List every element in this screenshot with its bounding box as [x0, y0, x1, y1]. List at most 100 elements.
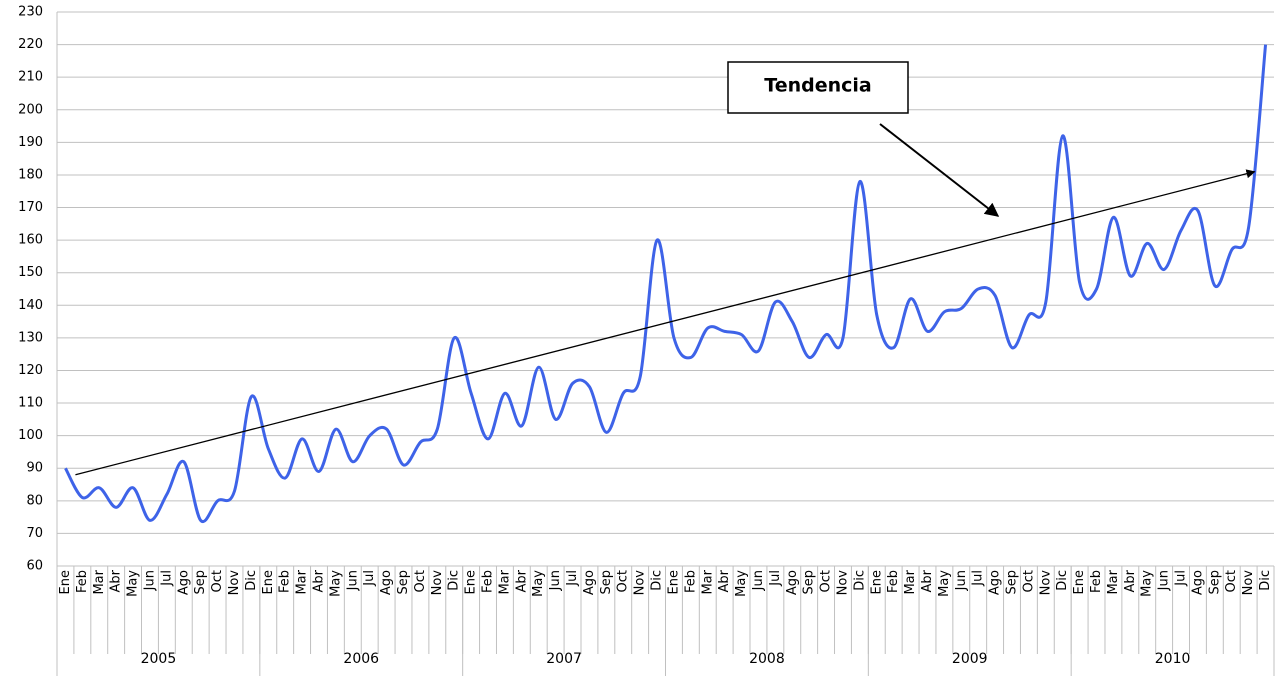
x-tick-label: Dic	[447, 570, 462, 591]
y-tick-label: 230	[18, 5, 43, 20]
x-tick-label: Jun	[954, 570, 969, 591]
x-tick-label: Sep	[1207, 570, 1222, 595]
x-tick-label: Jul	[971, 570, 986, 587]
x-tick-label: Ago	[785, 570, 800, 595]
x-tick-label: May	[531, 570, 546, 597]
x-tick-label: Oct	[616, 570, 631, 592]
x-tick-label: Ene	[464, 570, 479, 594]
x-tick-label: Nov	[835, 570, 850, 596]
x-tick-label: Jun	[142, 570, 157, 591]
x-tick-label: Nov	[430, 570, 445, 596]
x-tick-label: Mar	[1106, 569, 1121, 594]
x-tick-label: Jun	[1157, 570, 1172, 591]
x-tick-label: Jul	[159, 570, 174, 587]
y-tick-label: 170	[18, 200, 43, 215]
year-label: 2010	[1155, 651, 1191, 667]
x-tick-label: Abr	[109, 569, 124, 592]
y-tick-label: 160	[18, 233, 43, 248]
x-tick-label: Jun	[345, 570, 360, 591]
x-tick-label: Mar	[92, 569, 107, 594]
x-tick-label: Ago	[379, 570, 394, 595]
y-tick-label: 100	[18, 428, 43, 443]
x-tick-label: Abr	[920, 569, 935, 592]
y-tick-label: 140	[18, 298, 43, 313]
y-tick-label: 220	[18, 37, 43, 52]
x-tick-label: May	[937, 570, 952, 597]
x-tick-label: Ene	[666, 570, 681, 594]
year-label: 2007	[546, 651, 582, 667]
year-label: 2006	[343, 651, 379, 667]
y-tick-label: 110	[18, 396, 43, 411]
y-tick-label: 80	[26, 493, 43, 508]
x-tick-label: Dic	[852, 570, 867, 591]
annotation: Tendencia	[764, 75, 871, 97]
x-tick-label: Mar	[295, 569, 310, 594]
x-tick-label: Ago	[176, 570, 191, 595]
x-tick-label: Dic	[650, 570, 665, 591]
x-tick-label: Ene	[869, 570, 884, 594]
x-tick-label: Ago	[988, 570, 1003, 595]
x-tick-label: Jul	[768, 570, 783, 587]
x-tick-label: Feb	[75, 570, 90, 593]
x-tick-label: Abr	[717, 569, 732, 592]
x-tick-label: Feb	[683, 570, 698, 593]
x-tick-label: Abr	[514, 569, 529, 592]
x-tick-label: Oct	[1224, 570, 1239, 592]
x-tick-label: Jul	[565, 570, 580, 587]
x-tick-label: Ene	[1072, 570, 1087, 594]
x-tick-label: May	[126, 570, 141, 597]
plot: 60 70 80 90 100 110 120 130 140 150 160 170 180 190 20…	[18, 5, 1275, 676]
x-tick-label: Jul	[362, 570, 377, 587]
x-tick-label: Ago	[582, 570, 597, 595]
x-tick-label: Nov	[633, 570, 648, 596]
y-tick-label: 90	[26, 461, 43, 476]
x-tick-label: Feb	[1089, 570, 1104, 593]
x-tick-label: Dic	[244, 570, 259, 591]
x-tick-label: May	[1140, 570, 1155, 597]
data-line	[64, 44, 1268, 524]
y-tick-label: 200	[18, 102, 43, 117]
year-label: 2008	[749, 651, 785, 667]
y-tick-label: 180	[18, 167, 43, 182]
x-tick-label: Jun	[751, 570, 766, 591]
x-tick-label: Feb	[886, 570, 901, 593]
x-tick-label: Mar	[903, 569, 918, 594]
x-tick-label: Ene	[58, 570, 73, 594]
x-tick-label: Sep	[396, 570, 411, 595]
x-tick-label: Ago	[1190, 570, 1205, 595]
y-tick-label: 120	[18, 363, 43, 378]
x-tick-label: Oct	[413, 570, 428, 592]
y-tick-label: 70	[26, 526, 43, 541]
y-tick-label: 150	[18, 265, 43, 280]
x-tick-label: Oct	[210, 570, 225, 592]
x-tick-label: May	[328, 570, 343, 597]
x-tick-label: Abr	[311, 569, 326, 592]
x-tick-label: Nov	[1241, 570, 1256, 596]
x-tick-label: Mar	[497, 569, 512, 594]
x-tick-label: Feb	[278, 570, 293, 593]
x-tick-label: Sep	[1005, 570, 1020, 595]
x-tick-label: Jul	[1174, 570, 1189, 587]
trend-line	[75, 169, 1256, 476]
annotation-arrow	[879, 123, 1000, 217]
x-tick-label: Ene	[261, 570, 276, 594]
x-tick-label: Sep	[802, 570, 817, 595]
year-label: 2005	[141, 651, 177, 667]
x-tick-label: Feb	[481, 570, 496, 593]
x-tick-label: Dic	[1055, 570, 1070, 591]
x-tick-label: Nov	[1038, 570, 1053, 596]
y-tick-label: 130	[18, 330, 43, 345]
x-tick-label: Abr	[1123, 569, 1138, 592]
x-tick-label: Dic	[1258, 570, 1273, 591]
x-tick-label: Jun	[548, 570, 563, 591]
x-tick-label: Oct	[819, 570, 834, 592]
y-tick-label: 190	[18, 135, 43, 150]
year-label: 2009	[952, 651, 988, 667]
x-tick-label: May	[734, 570, 749, 597]
x-tick-label: Sep	[599, 570, 614, 595]
x-tick-label: Sep	[193, 570, 208, 595]
annotation-box	[727, 61, 909, 114]
x-tick-label: Mar	[700, 569, 715, 594]
y-tick-label: 60	[26, 559, 43, 574]
